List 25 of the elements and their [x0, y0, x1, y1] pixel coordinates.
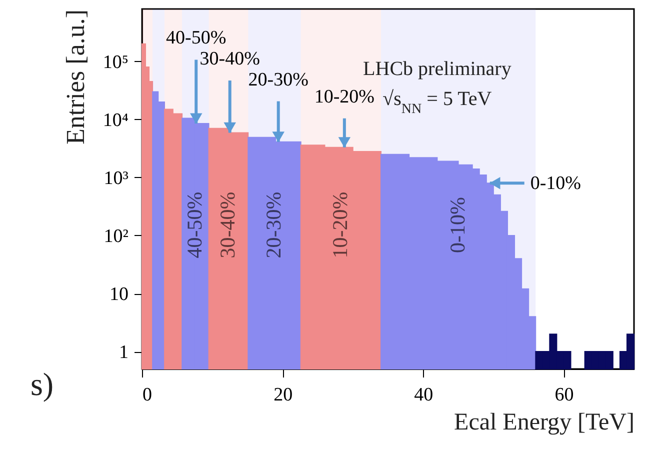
x-tick-label: 0 [142, 384, 152, 406]
y-tick-label: 10² [104, 226, 129, 247]
annotation: LHCb preliminary [363, 58, 512, 80]
text: s) [30, 366, 54, 402]
annotation: √s$_{NN}$ = 5 TeV [382, 88, 492, 116]
band-label: 20-30% [261, 192, 286, 258]
y-tick-label: 1 [119, 342, 128, 364]
y-tick-label: 10⁴ [102, 110, 129, 131]
band-label: 10-20% [328, 192, 352, 258]
band-label: 0-10% [445, 197, 470, 253]
y-tick-label: 10³ [104, 168, 129, 189]
annotation: 10-20% [314, 86, 375, 108]
annotation: 0-10% [530, 173, 582, 194]
x-tick-label: 60 [554, 384, 574, 406]
annotation: 20-30% [248, 69, 309, 90]
annotation: 40-50% [166, 28, 226, 49]
x-axis-title: Ecal Energy [TeV] [454, 410, 634, 436]
band-label: 40-50% [182, 192, 206, 258]
y-axis-title: Entries [a.u.] [60, 10, 90, 145]
y-tick-label: 10 [110, 284, 128, 306]
y-tick-label: 10⁵ [102, 52, 128, 73]
band-label: 30-40% [215, 192, 240, 258]
x-tick-label: 40 [414, 384, 434, 406]
x-tick-label: 20 [274, 384, 293, 406]
annotation: 30-40% [200, 48, 260, 70]
